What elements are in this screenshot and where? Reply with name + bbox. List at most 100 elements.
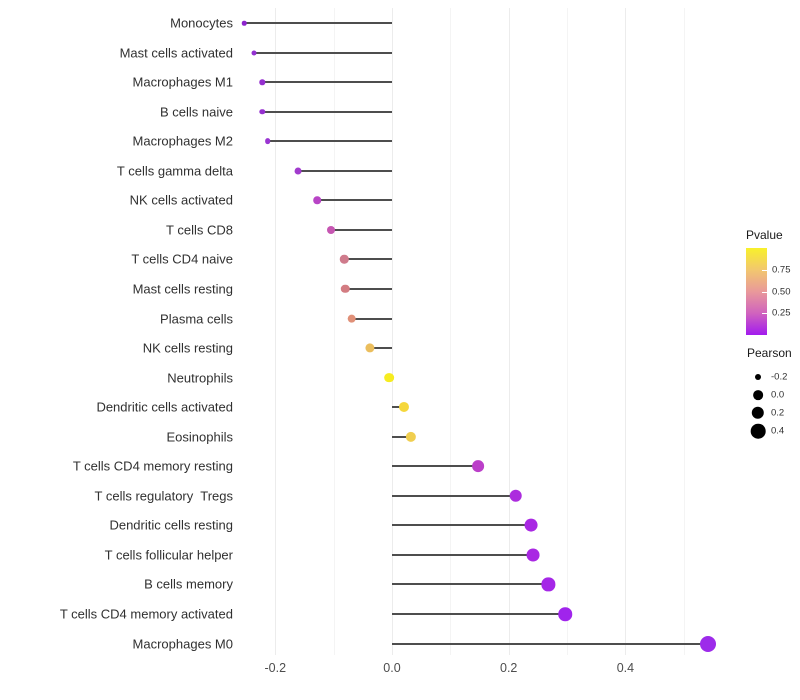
- y-axis-label: B cells naive: [160, 104, 233, 120]
- pearson-legend-entries: -0.2 0.0 0.2 0.4: [747, 368, 792, 440]
- x-major-gridline: [508, 8, 510, 655]
- y-axis-label: Mast cells resting: [132, 281, 233, 297]
- x-tick-label: -0.2: [264, 661, 287, 675]
- pearson-legend-label: 0.4: [771, 425, 785, 437]
- colorbar-tick-mark: [762, 269, 767, 271]
- lollipop-dot: [471, 460, 484, 473]
- pearson-legend-entry: 0.0: [747, 386, 792, 404]
- x-tick-label: 0.0: [383, 661, 401, 675]
- pearson-legend-dot: [755, 374, 761, 380]
- lollipop-dot: [347, 314, 357, 323]
- y-axis-label: T cells CD4 naive: [131, 251, 233, 267]
- y-axis-label: T cells follicular helper: [104, 547, 233, 563]
- y-axis-label: T cells CD8: [166, 222, 233, 238]
- colorbar-tick-label: 0.25: [772, 307, 791, 319]
- lollipop-dot: [242, 20, 247, 26]
- lollipop-dot: [384, 372, 394, 383]
- x-minor-gridline: [567, 8, 569, 655]
- lollipop-stick: [262, 110, 392, 113]
- lollipop-stick: [392, 524, 531, 527]
- y-axis-label: Plasma cells: [160, 311, 233, 326]
- x-major-gridline: [275, 8, 277, 655]
- x-major-gridline: [625, 8, 627, 655]
- pearson-legend-dot: [753, 390, 763, 400]
- x-tick-label: 0.2: [499, 661, 518, 675]
- lollipop-dot: [259, 108, 266, 115]
- y-axis-label: Macrophages M1: [132, 74, 233, 90]
- y-axis-label: T cells gamma delta: [116, 163, 233, 179]
- y-axis-label: Neutrophils: [167, 370, 233, 386]
- colorbar-tick-label: 0.75: [772, 264, 791, 276]
- lollipop-stick: [317, 199, 392, 202]
- pvalue-legend: Pvalue 0.75 0.50 0.25: [746, 228, 791, 335]
- pearson-legend-entry: 0.4: [747, 422, 792, 440]
- pearson-legend-dot: [750, 423, 766, 439]
- lollipop-stick: [331, 228, 392, 231]
- lollipop-stick: [369, 347, 392, 350]
- pearson-legend-dot: [751, 406, 765, 420]
- y-axis-label: T cells CD4 memory resting: [72, 458, 233, 474]
- lollipop-dot: [700, 635, 717, 652]
- lollipop-dot: [509, 489, 522, 503]
- lollipop-stick: [392, 583, 549, 586]
- colorbar-tick-mark: [762, 313, 767, 315]
- y-axis-label: NK cells activated: [129, 192, 233, 208]
- lollipop-stick: [392, 553, 533, 556]
- y-axis-label: Macrophages M0: [132, 636, 233, 652]
- lollipop-stick: [392, 465, 478, 468]
- pearson-legend-entry: 0.2: [747, 404, 792, 422]
- y-axis-label: B cells memory: [144, 576, 233, 592]
- pearson-legend-title: Pearson: [747, 346, 792, 360]
- lollipop-stick: [345, 287, 392, 290]
- lollipop-stick: [392, 613, 566, 615]
- lollipop-stick: [392, 494, 516, 497]
- x-minor-gridline: [683, 8, 685, 655]
- lollipop-dot: [251, 50, 257, 56]
- lollipop-stick: [392, 406, 405, 409]
- lollipop-stick: [344, 258, 392, 261]
- lollipop-stick: [392, 435, 411, 438]
- lollipop-stick: [253, 51, 392, 54]
- x-minor-gridline: [450, 8, 452, 655]
- pearson-legend-label: 0.0: [771, 389, 785, 401]
- lollipop-dot: [313, 196, 322, 205]
- lollipop-dot: [339, 255, 349, 264]
- pvalue-colorbar-wrap: 0.75 0.50 0.25: [746, 248, 791, 335]
- lollipop-dot: [327, 225, 336, 234]
- lollipop-dot: [524, 518, 538, 532]
- pearson-legend-label: -0.2: [771, 371, 788, 383]
- lollipop-dot: [264, 138, 271, 145]
- y-axis-label: Eosinophils: [166, 429, 234, 445]
- y-axis-label: Dendritic cells activated: [96, 399, 233, 415]
- y-axis-label: NK cells resting: [142, 340, 233, 356]
- x-major-gridline: [392, 8, 393, 655]
- lollipop-stick: [298, 169, 392, 172]
- pvalue-legend-title: Pvalue: [746, 228, 783, 242]
- lollipop-stick: [267, 140, 392, 143]
- lollipop-dot: [259, 79, 266, 85]
- lollipop-dot: [341, 284, 350, 294]
- lollipop-dot: [405, 431, 416, 442]
- lollipop-dot: [526, 548, 540, 562]
- y-axis-label: T cells regulatory Tregs: [94, 488, 233, 504]
- lollipop-stick: [392, 642, 709, 645]
- y-axis-label: Mast cells activated: [119, 45, 233, 61]
- y-axis-label: T cells CD4 memory activated: [59, 606, 233, 622]
- lollipop-stick: [351, 317, 392, 320]
- lollipop-stick: [262, 81, 392, 84]
- y-axis-label: Macrophages M2: [132, 133, 233, 149]
- lollipop-dot: [541, 577, 555, 592]
- pearson-legend: Pearson -0.2 0.0 0.2 0.4: [747, 346, 792, 440]
- pearson-legend-label: 0.2: [771, 407, 785, 419]
- lollipop-stick: [244, 22, 392, 24]
- pearson-legend-entry: -0.2: [747, 368, 792, 386]
- y-axis-label: Monocytes: [170, 15, 233, 31]
- colorbar-tick-mark: [762, 291, 767, 293]
- x-tick-label: 0.4: [616, 661, 635, 675]
- lollipop-dot: [294, 167, 302, 175]
- colorbar-tick-label: 0.50: [772, 286, 791, 297]
- x-minor-gridline: [333, 8, 335, 655]
- lollipop-dot: [399, 402, 410, 413]
- lollipop-dot: [365, 343, 375, 353]
